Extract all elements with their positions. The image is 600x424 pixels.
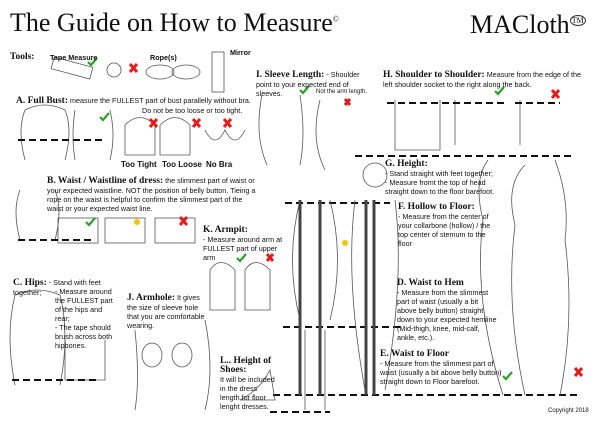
- tape-measure-icon: [50, 56, 94, 80]
- section-i-title: I. Sleeve Length:: [256, 70, 325, 80]
- section-e-title: E. Waist to Floor: [380, 349, 449, 359]
- copyright: Copyright 2018: [548, 408, 589, 414]
- tape-roll-icon: [106, 62, 122, 78]
- copyright-mark: ©: [332, 14, 339, 24]
- section-a-text: measure the FULLEST part of bust paralle…: [70, 96, 251, 105]
- section-a-text2: Do not be too loose or too tight.: [142, 106, 243, 115]
- section-d-title: D. Waist to Hem: [397, 278, 464, 288]
- too-loose-label: Too Loose: [162, 160, 202, 169]
- section-b-text: the slimmest part of waist or your expec…: [47, 176, 256, 213]
- body-figures: [292, 159, 570, 410]
- section-l-title: L.. Height of Shoes:: [220, 356, 272, 375]
- section-g-title: G. Height:: [385, 159, 428, 169]
- section-g-text2: - Measure fromt the top of head straight…: [385, 178, 495, 196]
- brand-logo: MACloth: [470, 10, 570, 39]
- section-k-title: K. Armpit:: [203, 225, 248, 235]
- section-i-text: - Shoulder point to your expected end of…: [256, 70, 360, 98]
- section-i-note: Not the arm length.: [316, 89, 368, 95]
- section-e-text: - Measure from the slimmest part of wais…: [380, 359, 502, 386]
- section-h-text: Measure from the edge of the left should…: [383, 70, 582, 89]
- trademark-mark: TM: [569, 15, 586, 27]
- section-k-text: - Measure around arm at FULLEST part of …: [203, 235, 283, 262]
- section-f-title: F. Hollow to Floor:: [398, 202, 475, 212]
- page-title: The Guide on How to Measure: [10, 8, 333, 37]
- section-c-text1: - Stand with feet together;: [13, 278, 101, 297]
- section-g-text1: - Stand straight with feet together;: [385, 169, 493, 178]
- check-icon: [87, 57, 98, 67]
- section-b-title: B. Waist / Waistline of dress:: [47, 176, 164, 186]
- section-d-text: - Measure from the slimmest part of wais…: [397, 288, 497, 342]
- section-j-text: It gives the size of sleeve hole that yo…: [127, 293, 205, 330]
- section-l-text: It will be included in the dress length …: [220, 375, 275, 411]
- section-j-title: J. Armhole:: [127, 293, 176, 303]
- bust-figures: [20, 104, 246, 161]
- cross-icon: [128, 63, 139, 73]
- shoe-icon: [239, 368, 276, 401]
- too-tight-label: Too Tight: [121, 160, 157, 169]
- section-h-title: H. Shoulder to Shoulder:: [383, 70, 485, 80]
- no-bra-label: No Bra: [206, 160, 233, 169]
- mirror-icon: [211, 51, 225, 93]
- section-c-title: C. Hips:: [13, 278, 47, 288]
- rope-label: Rope(s): [150, 53, 177, 62]
- mirror-label: Mirror: [230, 48, 251, 57]
- section-c-text3: - The tape should brush across both hipb…: [55, 323, 113, 350]
- section-c-text2: - Measure around the FULLEST part of the…: [55, 287, 113, 323]
- tools-label: Tools:: [10, 52, 35, 62]
- tape-label: Tape Measure: [50, 53, 98, 62]
- section-f-text: - Measure from the center of your collar…: [398, 212, 491, 248]
- rope-icon: [145, 64, 201, 80]
- section-a-title: A. Full Bust:: [16, 96, 68, 106]
